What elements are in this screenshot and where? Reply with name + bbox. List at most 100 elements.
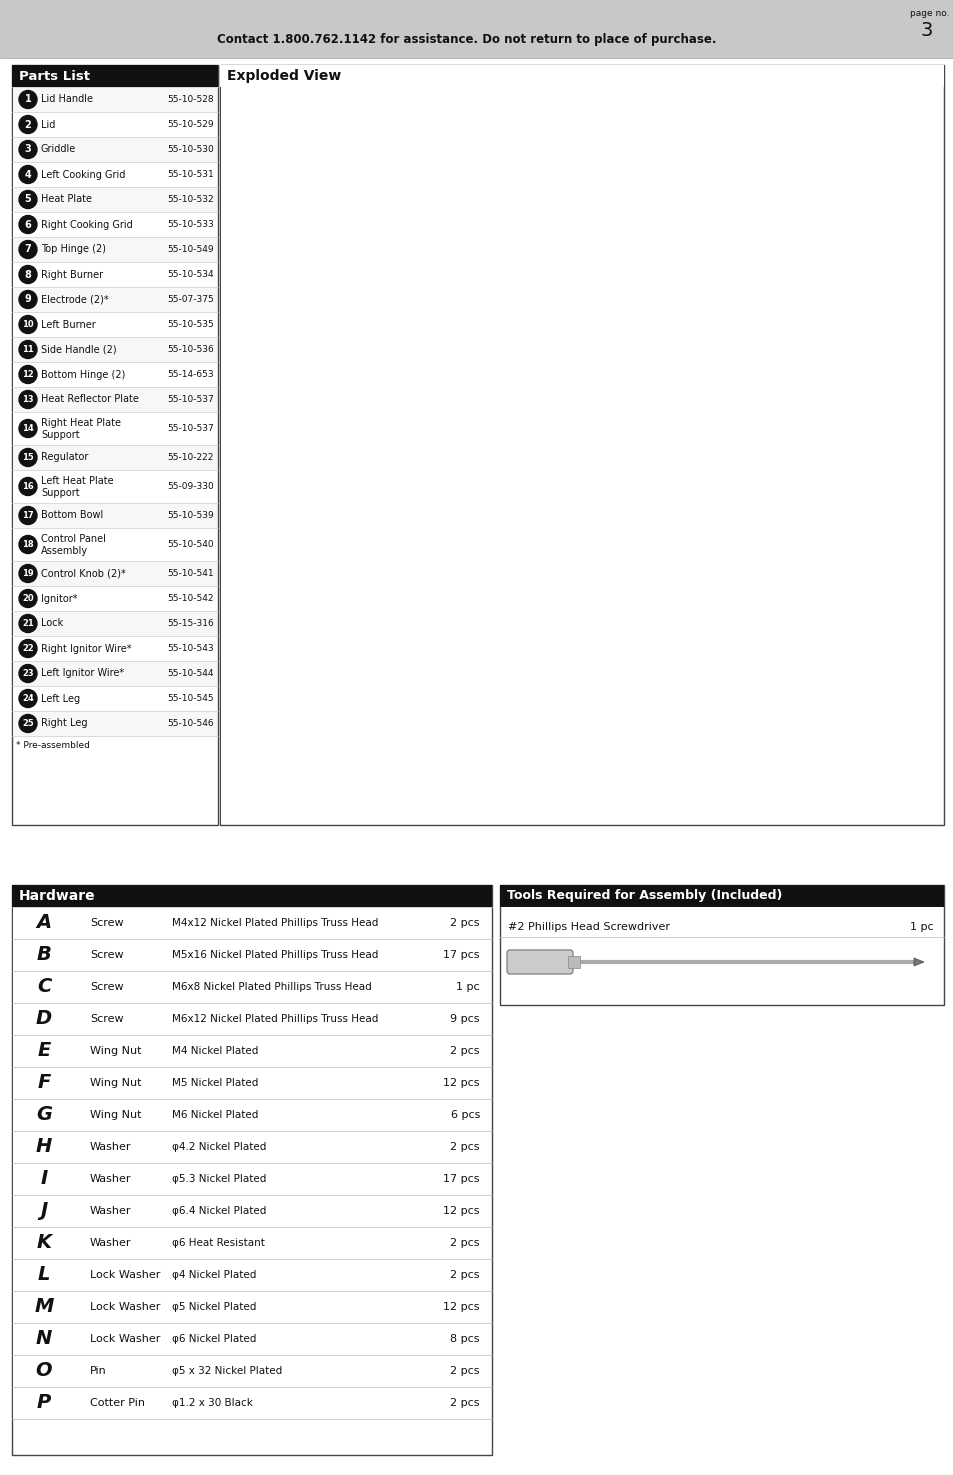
FancyBboxPatch shape [220, 65, 943, 87]
Text: Washer: Washer [90, 1142, 132, 1152]
FancyBboxPatch shape [13, 503, 216, 528]
Text: N: N [36, 1329, 52, 1348]
Text: M4 Nickel Plated: M4 Nickel Plated [172, 1046, 258, 1056]
Text: I: I [40, 1170, 48, 1189]
FancyBboxPatch shape [13, 1099, 491, 1131]
Circle shape [19, 535, 37, 553]
Text: 12 pcs: 12 pcs [443, 1078, 479, 1089]
Polygon shape [913, 957, 923, 966]
FancyBboxPatch shape [13, 137, 216, 162]
Text: 6 pcs: 6 pcs [450, 1111, 479, 1120]
Text: 2 pcs: 2 pcs [450, 1046, 479, 1056]
Text: E: E [37, 1041, 51, 1061]
FancyBboxPatch shape [13, 336, 216, 361]
Text: M5 Nickel Plated: M5 Nickel Plated [172, 1078, 258, 1089]
FancyBboxPatch shape [13, 471, 216, 503]
Text: φ6 Heat Resistant: φ6 Heat Resistant [172, 1238, 265, 1248]
Text: Electrode (2)*: Electrode (2)* [41, 295, 109, 304]
FancyBboxPatch shape [13, 1131, 491, 1162]
FancyBboxPatch shape [220, 65, 943, 825]
Text: K: K [36, 1233, 51, 1252]
Text: M: M [34, 1298, 53, 1317]
FancyBboxPatch shape [13, 661, 216, 686]
Text: Griddle: Griddle [41, 145, 76, 155]
Text: #2 Phillips Head Screwdriver: #2 Phillips Head Screwdriver [507, 922, 669, 932]
Text: 55-10-539: 55-10-539 [167, 510, 213, 521]
FancyBboxPatch shape [13, 1066, 491, 1099]
Circle shape [19, 391, 37, 409]
Text: 19: 19 [22, 569, 33, 578]
FancyBboxPatch shape [13, 940, 491, 971]
FancyBboxPatch shape [13, 288, 216, 313]
FancyBboxPatch shape [12, 65, 218, 825]
Circle shape [19, 291, 37, 308]
Text: M5x16 Nickel Plated Phillips Truss Head: M5x16 Nickel Plated Phillips Truss Head [172, 950, 378, 960]
Text: Right Ignitor Wire*: Right Ignitor Wire* [41, 643, 132, 653]
Circle shape [19, 506, 37, 525]
FancyBboxPatch shape [13, 87, 216, 112]
Circle shape [19, 640, 37, 658]
Text: 55-10-546: 55-10-546 [167, 718, 213, 729]
Text: 55-10-222: 55-10-222 [168, 453, 213, 462]
Text: Cotter Pin: Cotter Pin [90, 1398, 145, 1409]
Circle shape [19, 165, 37, 183]
Text: 12: 12 [22, 370, 34, 379]
Text: Wing Nut: Wing Nut [90, 1111, 141, 1120]
Circle shape [19, 190, 37, 208]
Text: 9: 9 [25, 295, 31, 304]
Text: Right Burner: Right Burner [41, 270, 103, 279]
Text: 55-15-316: 55-15-316 [167, 620, 213, 628]
Text: 2 pcs: 2 pcs [450, 1142, 479, 1152]
Text: * Pre-assembled: * Pre-assembled [16, 742, 90, 751]
Text: 18: 18 [22, 540, 33, 549]
Text: 23: 23 [22, 670, 33, 678]
Text: Parts List: Parts List [19, 69, 90, 83]
Text: Washer: Washer [90, 1238, 132, 1248]
Text: 2 pcs: 2 pcs [450, 1270, 479, 1280]
FancyBboxPatch shape [13, 112, 216, 137]
Text: M6x12 Nickel Plated Phillips Truss Head: M6x12 Nickel Plated Phillips Truss Head [172, 1013, 378, 1024]
Text: M6 Nickel Plated: M6 Nickel Plated [172, 1111, 258, 1120]
Text: 2 pcs: 2 pcs [450, 1398, 479, 1409]
FancyBboxPatch shape [13, 361, 216, 386]
Text: 55-07-375: 55-07-375 [167, 295, 213, 304]
Text: 55-10-540: 55-10-540 [167, 540, 213, 549]
Text: Screw: Screw [90, 917, 124, 928]
Text: 55-10-544: 55-10-544 [168, 670, 213, 678]
Text: Lock Washer: Lock Washer [90, 1302, 160, 1311]
Text: 55-14-653: 55-14-653 [167, 370, 213, 379]
Circle shape [19, 115, 37, 134]
Text: Contact 1.800.762.1142 for assistance. Do not return to place of purchase.: Contact 1.800.762.1142 for assistance. D… [217, 34, 716, 47]
Text: H: H [36, 1137, 52, 1156]
Text: 55-10-536: 55-10-536 [167, 345, 213, 354]
Text: 1: 1 [25, 94, 31, 105]
FancyBboxPatch shape [13, 1323, 491, 1356]
FancyBboxPatch shape [13, 386, 216, 412]
Text: Support: Support [41, 488, 79, 497]
FancyBboxPatch shape [13, 263, 216, 288]
FancyBboxPatch shape [13, 971, 491, 1003]
Text: φ5.3 Nickel Plated: φ5.3 Nickel Plated [172, 1174, 266, 1184]
FancyBboxPatch shape [13, 212, 216, 237]
Text: Tools Required for Assembly (Included): Tools Required for Assembly (Included) [506, 889, 781, 903]
Text: 3: 3 [920, 21, 932, 40]
FancyBboxPatch shape [13, 412, 216, 445]
Text: 55-10-549: 55-10-549 [167, 245, 213, 254]
Text: 55-10-542: 55-10-542 [168, 594, 213, 603]
Text: 1 pc: 1 pc [909, 922, 933, 932]
Text: 55-10-537: 55-10-537 [167, 423, 213, 434]
Text: Washer: Washer [90, 1174, 132, 1184]
Text: Left Cooking Grid: Left Cooking Grid [41, 170, 125, 180]
Circle shape [19, 714, 37, 733]
Text: 7: 7 [25, 245, 31, 255]
Text: 17 pcs: 17 pcs [443, 950, 479, 960]
Text: 9 pcs: 9 pcs [450, 1013, 479, 1024]
FancyBboxPatch shape [13, 1291, 491, 1323]
Text: 55-10-541: 55-10-541 [167, 569, 213, 578]
Text: 2 pcs: 2 pcs [450, 917, 479, 928]
Circle shape [19, 90, 37, 109]
Text: 5: 5 [25, 195, 31, 205]
Text: page no.: page no. [909, 9, 948, 19]
Text: Lid: Lid [41, 119, 55, 130]
FancyBboxPatch shape [13, 611, 216, 636]
